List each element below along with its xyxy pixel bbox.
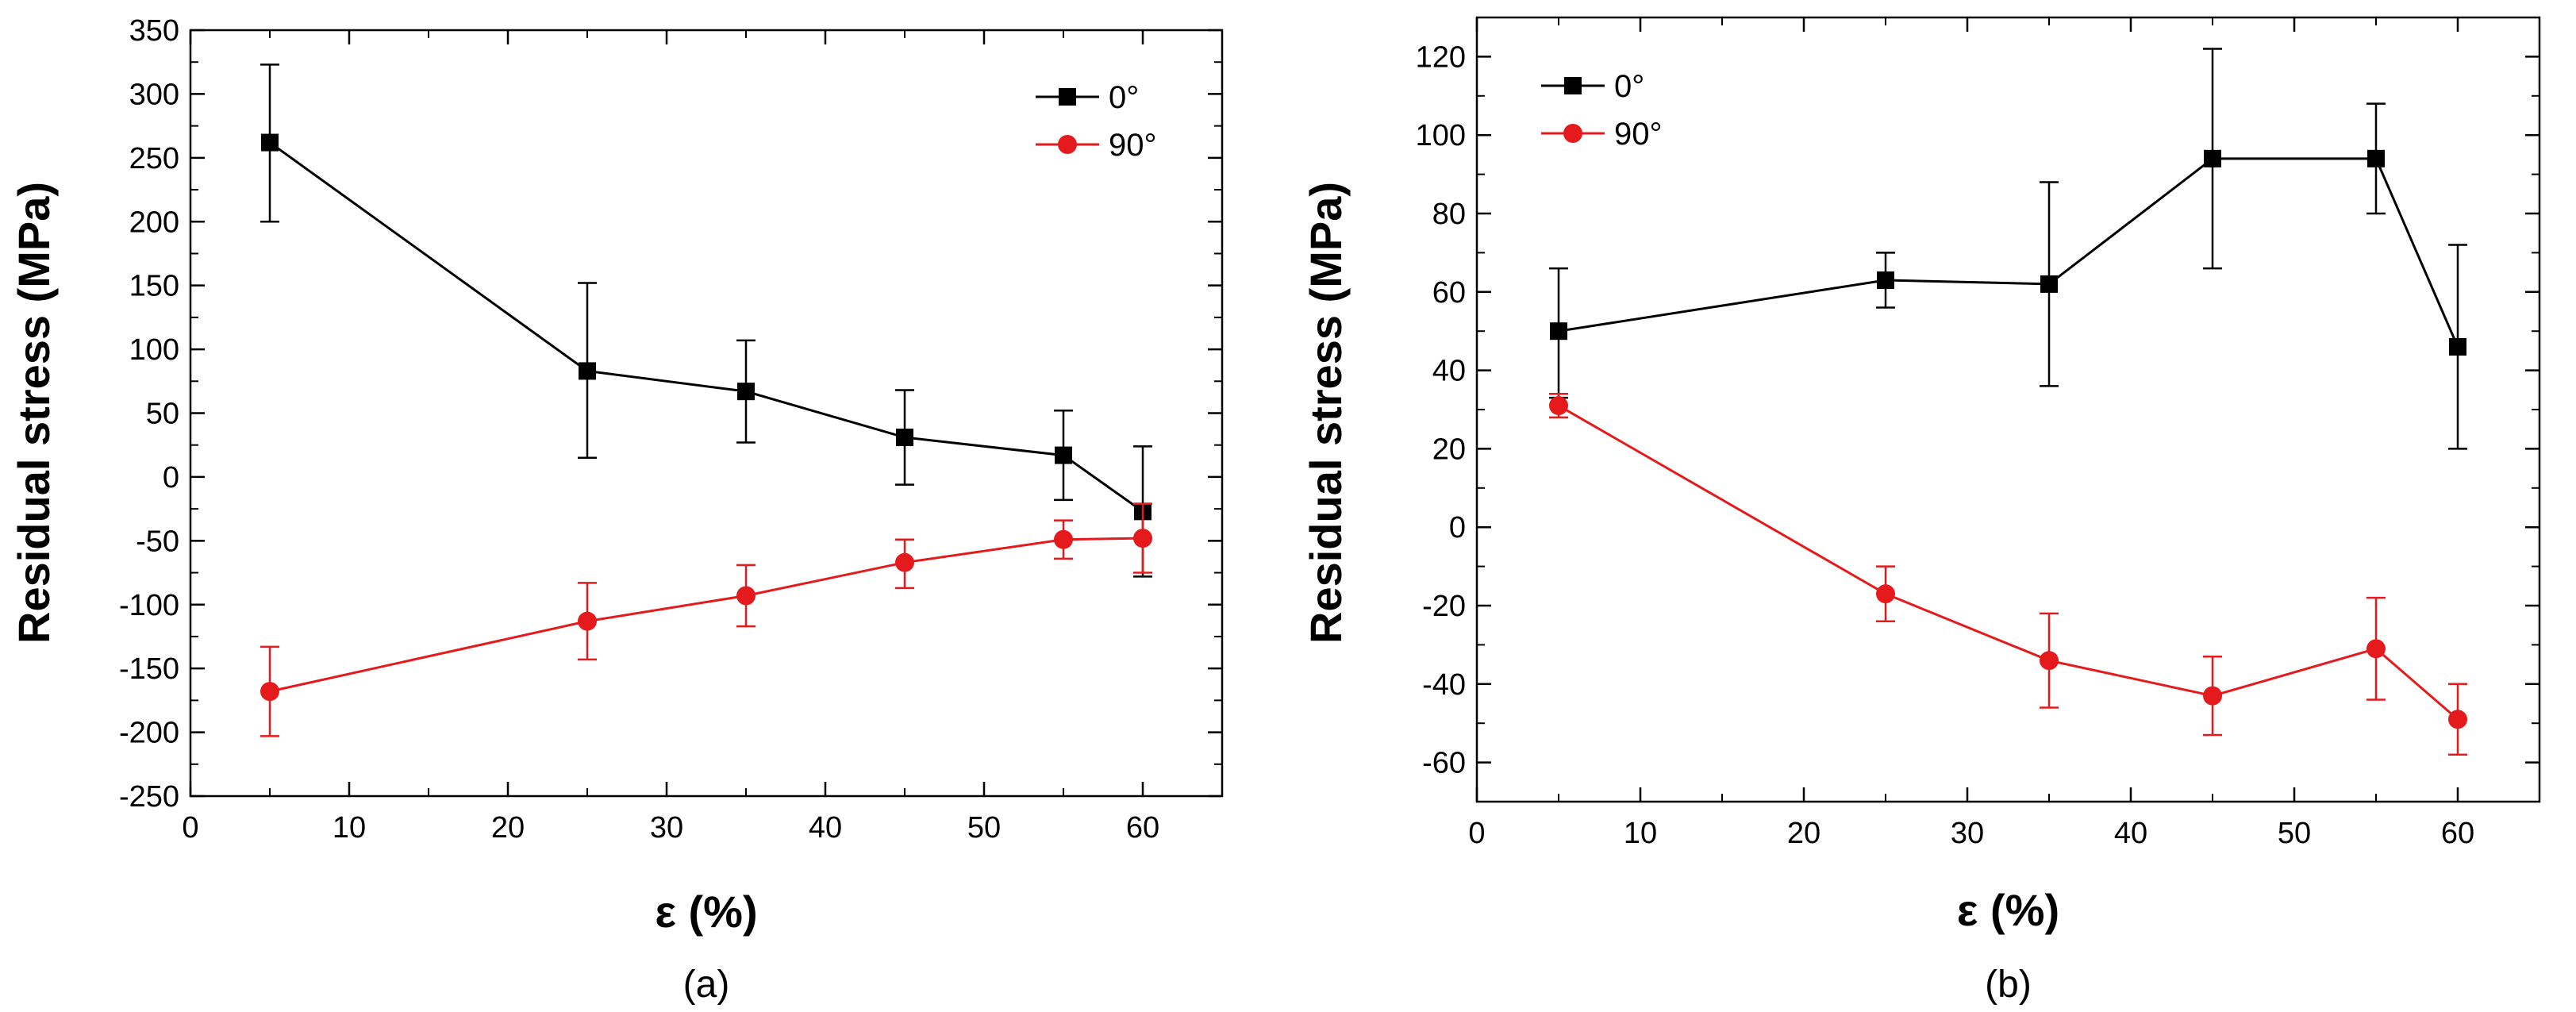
legend-marker-square [1564, 77, 1582, 94]
data-point-circle [2366, 639, 2386, 659]
x-axis-title: ε (%) [655, 887, 757, 937]
y-tick-label: 350 [129, 14, 179, 48]
series-zero-deg [260, 63, 1152, 578]
x-tick-label: 60 [1126, 811, 1159, 845]
x-tick-label: 60 [2441, 817, 2474, 850]
y-tick-label: -100 [119, 589, 179, 622]
y-axis-title: Residual stress (MPa) [9, 182, 59, 644]
data-point-square [2204, 149, 2221, 167]
x-tick-label: 20 [1787, 817, 1821, 850]
legend-marker-circle [1563, 124, 1582, 143]
y-tick-label: 0 [1449, 511, 1466, 544]
x-tick-label: 0 [182, 811, 198, 845]
x-axis-title: ε (%) [1957, 885, 2059, 935]
y-tick-label: 40 [1432, 355, 1466, 388]
chart-panel-b: -60 -40 -20 0 20 40 60 80 100 120 0 10 20 30 40 50 60 Res… [1301, 16, 2541, 1006]
y-tick-label: -60 [1422, 747, 1466, 780]
legend-label: 0° [1109, 80, 1139, 115]
series-ninety-deg [1549, 392, 2467, 756]
y-tick-label: -200 [119, 717, 179, 750]
data-point-square [2367, 149, 2385, 167]
series-line [269, 537, 1144, 693]
x-tick-label: 20 [491, 811, 525, 845]
x-tick-label: 40 [809, 811, 842, 845]
data-point-square [1055, 446, 1072, 464]
y-tick-label: 200 [129, 206, 179, 239]
x-tick-label: 40 [2114, 817, 2147, 850]
data-point-square [2449, 337, 2466, 356]
x-tick-label: 30 [1951, 817, 1984, 850]
y-tick-label: 80 [1432, 198, 1466, 231]
series-line [1558, 404, 2459, 721]
data-point-square [896, 429, 913, 447]
y-tick-label: 120 [1416, 40, 1466, 74]
data-point-square [737, 383, 755, 401]
y-tick-label: -50 [136, 525, 179, 558]
y-tick-label: -150 [119, 652, 179, 686]
data-point-circle [1549, 396, 1568, 416]
y-tick-label: -40 [1422, 668, 1466, 702]
x-tick-label: 50 [967, 811, 1001, 845]
data-point-circle [578, 611, 597, 631]
x-tick-label: 50 [2278, 817, 2311, 850]
data-point-square [1877, 271, 1894, 289]
data-point-circle [2040, 651, 2059, 671]
x-tick-label: 10 [1624, 817, 1657, 850]
series-line [269, 141, 1144, 513]
legend-marker-circle [1058, 135, 1077, 154]
y-tick-label: 60 [1432, 276, 1466, 310]
y-tick-label: 20 [1432, 433, 1466, 466]
panel-label: (b) [1985, 964, 2032, 1006]
data-point-circle [260, 682, 279, 702]
series-ninety-deg [260, 502, 1152, 737]
legend-marker-square [1059, 88, 1076, 106]
panel-label: (a) [683, 964, 730, 1006]
x-tick-label: 30 [650, 811, 683, 845]
data-point-square [2040, 275, 2058, 293]
x-tick-label: 10 [333, 811, 366, 845]
y-tick-label: 300 [129, 78, 179, 111]
data-point-circle [1054, 529, 1073, 549]
y-tick-label: 100 [1416, 119, 1466, 152]
data-point-circle [2203, 686, 2222, 706]
series-zero-deg [1549, 48, 2467, 450]
data-point-circle [1876, 584, 1895, 604]
data-point-square [1550, 322, 1567, 341]
y-tick-label: -250 [119, 780, 179, 814]
data-point-circle [1133, 529, 1152, 548]
data-point-circle [736, 586, 755, 606]
y-axis-title: Residual stress (MPa) [1301, 182, 1351, 644]
series-line [1558, 157, 2459, 348]
legend-label: 90° [1614, 117, 1663, 152]
data-point-circle [895, 552, 914, 572]
y-tick-label: 150 [129, 270, 179, 303]
data-point-square [261, 133, 279, 152]
chart-panel-a: -250-200-150-100-50050100150200250300350… [9, 14, 1224, 1006]
y-tick-label: -20 [1422, 590, 1466, 623]
y-tick-label: 50 [146, 398, 179, 431]
legend-label: 90° [1109, 128, 1157, 163]
legend-label: 0° [1614, 69, 1644, 104]
y-tick-label: 0 [163, 461, 179, 494]
data-point-square [579, 362, 596, 380]
x-tick-label: 0 [1468, 817, 1485, 850]
data-point-circle [2448, 710, 2467, 729]
y-tick-label: 250 [129, 142, 179, 175]
y-tick-label: 100 [129, 333, 179, 367]
